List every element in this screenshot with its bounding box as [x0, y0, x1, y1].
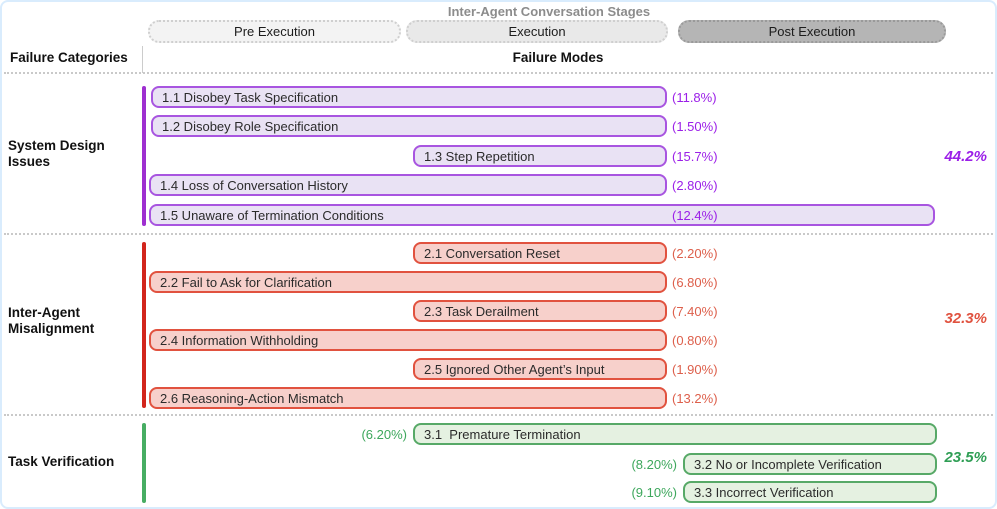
failure-mode-pct-1-1: (11.8%)	[672, 90, 717, 105]
failure-mode-pct-2-4: (0.80%)	[672, 333, 718, 348]
category1-total: 44.2%	[944, 148, 987, 165]
failure-mode-pct-2-6: (13.2%)	[672, 391, 718, 406]
failure-mode-pct-1-5: (12.4%)	[672, 208, 718, 223]
failure-mode-bar-2-2: 2.2 Fail to Ask for Clarification	[149, 271, 667, 293]
failure-mode-bar-1-2: 1.2 Disobey Role Specification	[151, 115, 667, 137]
failure-mode-bar-3-3: 3.3 Incorrect Verification	[683, 481, 937, 503]
failure-mode-bar-1-3: 1.3 Step Repetition	[413, 145, 667, 167]
dotted-separator	[4, 233, 993, 235]
dotted-separator	[4, 72, 993, 74]
failure-modes-header: Failure Modes	[512, 50, 604, 65]
failure-mode-bar-2-1: 2.1 Conversation Reset	[413, 242, 667, 264]
failure-mode-bar-1-1: 1.1 Disobey Task Specification	[151, 86, 667, 108]
failure-mode-bar-1-5: 1.5 Unaware of Termination Conditions	[149, 204, 935, 226]
category2-total: 32.3%	[944, 310, 987, 327]
header-divider	[142, 46, 143, 73]
failure-mode-bar-2-5: 2.5 Ignored Other Agent’s Input	[413, 358, 667, 380]
category-label-inter-agent-misalignment: Inter-Agent Misalignment	[8, 305, 95, 336]
category-label-task-verification: Task Verification	[8, 454, 115, 469]
failure-mode-pct-3-3: (9.10%)	[631, 485, 677, 500]
failure-mode-bar-2-4: 2.4 Information Withholding	[149, 329, 667, 351]
failure-categories-header: Failure Categories	[10, 50, 128, 65]
stage-pill-pre-execution: Pre Execution	[148, 20, 401, 43]
figure-title: Inter-Agent Conversation Stages	[447, 4, 651, 19]
failure-mode-pct-1-2: (1.50%)	[672, 119, 718, 134]
failure-mode-bar-3-1: 3.1 Premature Termination	[413, 423, 937, 445]
failure-mode-pct-2-2: (6.80%)	[672, 275, 718, 290]
category2-accent-line	[142, 242, 146, 408]
failure-mode-bar-2-6: 2.6 Reasoning-Action Mismatch	[149, 387, 667, 409]
failure-mode-pct-3-1: (6.20%)	[361, 427, 407, 442]
dotted-separator	[4, 414, 993, 416]
failure-mode-bar-3-2: 3.2 No or Incomplete Verification	[683, 453, 937, 475]
stage-pill-execution: Execution	[406, 20, 668, 43]
failure-mode-pct-3-2: (8.20%)	[631, 457, 677, 472]
failure-mode-bar-1-4: 1.4 Loss of Conversation History	[149, 174, 667, 196]
failure-mode-pct-1-3: (15.7%)	[672, 149, 718, 164]
category3-accent-line	[142, 423, 146, 503]
failure-mode-pct-1-4: (2.80%)	[672, 178, 718, 193]
failure-mode-pct-2-5: (1.90%)	[672, 362, 718, 377]
category1-accent-line	[142, 86, 146, 226]
category-label-system-design-issues: System Design Issues	[8, 138, 105, 169]
category3-total: 23.5%	[944, 449, 987, 466]
failure-mode-bar-2-3: 2.3 Task Derailment	[413, 300, 667, 322]
stage-pill-post-execution: Post Execution	[678, 20, 946, 43]
failure-mode-pct-2-1: (2.20%)	[672, 246, 718, 261]
failure-mode-pct-2-3: (7.40%)	[672, 304, 718, 319]
